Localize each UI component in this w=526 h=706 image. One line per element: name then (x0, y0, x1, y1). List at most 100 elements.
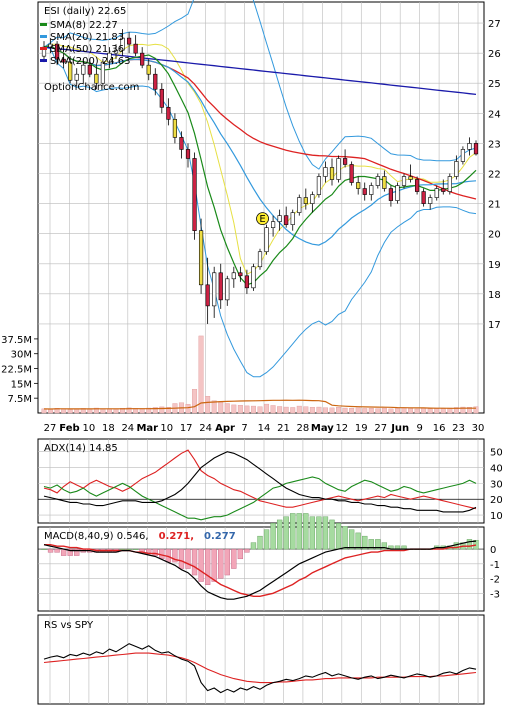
watermark: OptionChance.com (44, 82, 139, 93)
volume-bar (41, 408, 47, 414)
macd-panel: 0 -1 -2 -3 MACD(8,40,9) 0.546, 0.271, 0.277 (37, 513, 500, 612)
macd-histogram-bar (178, 548, 185, 569)
legend-label: SMA(20) 21.83 (50, 32, 124, 43)
macd-histogram-bar (172, 548, 178, 563)
macd-y-tick-label: 0 (490, 545, 496, 556)
macd-histogram-bar (270, 522, 276, 550)
macd-histogram-bar (309, 516, 316, 550)
volume-bar (460, 406, 466, 414)
candle-body (225, 278, 230, 301)
candle-body (81, 64, 86, 75)
legend-swatch (40, 35, 47, 38)
macd-histogram-bar (276, 519, 283, 550)
candle-body (460, 149, 466, 162)
x-tick-label: 27 (374, 423, 387, 434)
macd-histogram-bar (41, 548, 47, 550)
candle-body (369, 185, 374, 195)
x-tick-label: 10 (83, 423, 96, 434)
macd-histogram-bar (244, 548, 250, 553)
volume-bar (427, 408, 433, 414)
candle-body (257, 251, 263, 268)
x-tick-label: 16 (433, 423, 446, 434)
price-y-tick-label: 18 (488, 290, 501, 301)
candle-body (441, 188, 446, 192)
volume-bar (224, 403, 230, 414)
macd-histogram-bar (322, 516, 329, 550)
candle-body (454, 161, 459, 177)
candle-body (113, 49, 119, 54)
price-grid (38, 2, 484, 413)
volume-bar (165, 407, 171, 414)
volume-bar (87, 409, 93, 414)
volume-bar (264, 403, 270, 414)
x-tick-label: Feb (59, 423, 79, 434)
candle-body (388, 188, 394, 201)
candle-body (395, 185, 400, 201)
volume-y-tick-label: 37.5M (1, 335, 32, 346)
macd-line (43, 540, 477, 600)
volume-bar (283, 406, 289, 414)
candle-body (323, 167, 328, 177)
candle-body (172, 119, 178, 138)
candle-body (107, 52, 112, 63)
x-tick-label: Mar (136, 423, 158, 434)
candle-body (356, 182, 361, 189)
macd-histogram-bar (211, 548, 217, 582)
candle-body (140, 52, 145, 66)
x-tick-label: 21 (277, 423, 290, 434)
candle-body (303, 197, 308, 204)
adx-lines (43, 449, 477, 521)
rs-grid (49, 615, 479, 704)
macd-histogram-bar (67, 548, 73, 556)
macd-histogram-bar (185, 548, 191, 569)
bollinger-lower-line (43, 46, 477, 378)
macd-histogram-bar (250, 542, 257, 550)
volume-bar (159, 406, 165, 414)
macd-histogram-bar (204, 548, 211, 585)
volume-bar (244, 405, 250, 414)
candle-body (270, 221, 276, 228)
bollinger-upper-line (43, 0, 477, 170)
macd-histogram-bar (303, 513, 309, 550)
volume-bar (466, 407, 472, 414)
macd-lines (43, 540, 477, 600)
macd-histogram-bar (152, 548, 158, 556)
candle-body (126, 37, 132, 45)
macd-histogram-bar (362, 535, 368, 550)
candle-body (238, 272, 243, 277)
macd-histogram-bar (146, 548, 152, 553)
candle-body (362, 188, 367, 195)
macd-histogram-bar (473, 539, 479, 550)
volume-bar (296, 405, 302, 414)
macd-y-tick-label: -3 (490, 589, 500, 600)
candle-body (251, 266, 256, 289)
candles (41, 29, 479, 324)
candle-body (336, 158, 341, 180)
legend-swatch (40, 59, 47, 62)
macd-histogram-bar (257, 535, 263, 550)
x-tick-label: Apr (215, 423, 235, 434)
volume-bar (394, 408, 400, 414)
adx-y-tick-label: 20 (490, 495, 503, 506)
volume-bar (74, 408, 80, 414)
price-y-tick-label: 20 (488, 230, 501, 241)
rs-series-line (43, 643, 477, 694)
price-y-tick-label: 19 (488, 260, 501, 271)
candle-body (198, 230, 204, 286)
candle-body (244, 275, 250, 289)
candle-body (401, 176, 407, 186)
adx-y-tick-label: 50 (490, 448, 503, 459)
volume-bar (198, 335, 204, 414)
volume-bar (237, 405, 243, 414)
volume-bar (309, 407, 315, 414)
rs-series-line (43, 652, 477, 684)
x-tick-label: 17 (180, 423, 193, 434)
candle-body (290, 212, 295, 225)
volume-bar (440, 408, 446, 414)
volume-y-tick-label: 22.5M (1, 365, 32, 376)
macd-histogram-bar (375, 539, 381, 550)
macd-histogram-bar (198, 548, 204, 582)
macd-histogram-bar (381, 542, 388, 550)
macd-histogram-bar (74, 548, 80, 556)
macd-histogram-bar (224, 548, 230, 576)
